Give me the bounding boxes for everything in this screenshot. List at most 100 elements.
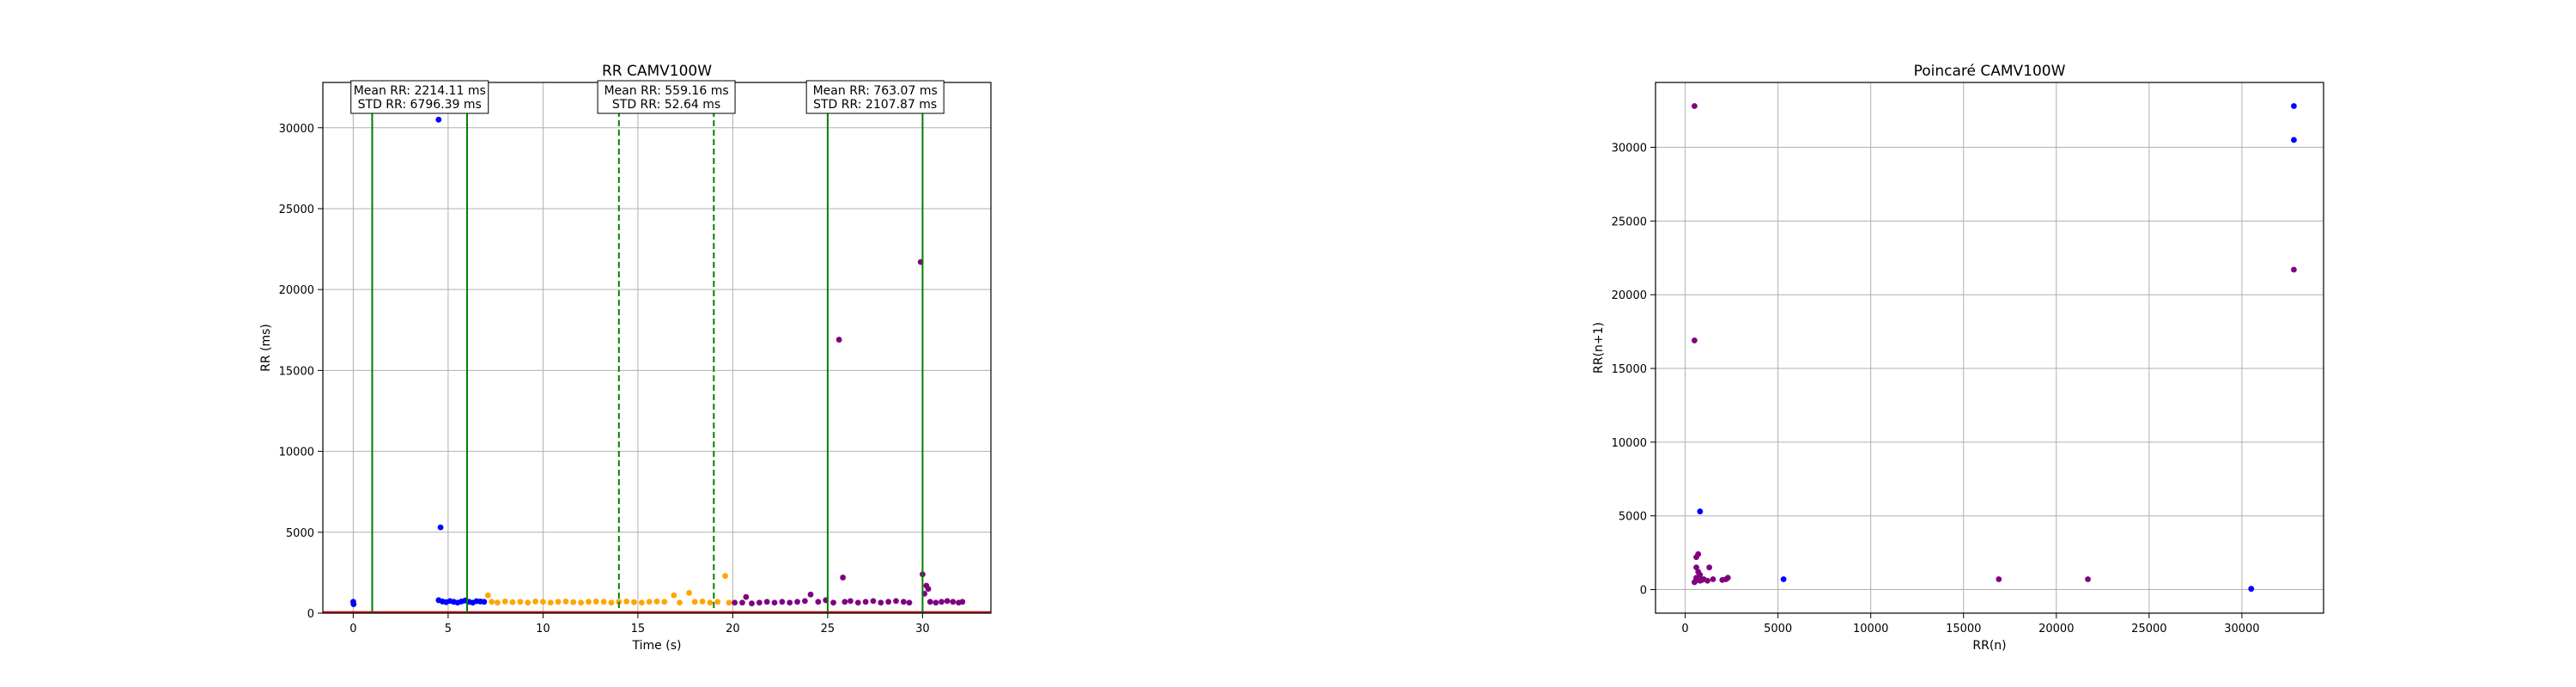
x-tick-label: 20 xyxy=(726,623,740,635)
data-point xyxy=(848,598,854,605)
data-point xyxy=(787,599,793,606)
data-point xyxy=(562,599,569,605)
data-point xyxy=(841,599,848,605)
data-point xyxy=(779,599,786,605)
annotation-mean: Mean RR: 763.07 ms xyxy=(813,84,938,98)
data-point xyxy=(2291,103,2297,109)
x-tick-label: 15 xyxy=(631,623,646,635)
data-point xyxy=(933,599,939,606)
annotation-box xyxy=(597,80,736,114)
data-point xyxy=(771,599,778,606)
y-tick-label: 0 xyxy=(1640,585,1647,598)
annotation-mean: Mean RR: 2214.11 ms xyxy=(354,84,486,98)
data-point xyxy=(350,601,357,608)
data-point xyxy=(509,599,516,605)
data-point xyxy=(623,599,630,605)
y-tick-label: 25000 xyxy=(279,204,314,216)
x-tick-label: 25000 xyxy=(2131,623,2166,635)
data-point xyxy=(592,599,599,605)
x-tick-label: 30 xyxy=(915,623,930,635)
data-point xyxy=(671,592,677,599)
data-point xyxy=(608,599,615,606)
data-point xyxy=(646,599,653,605)
annotation-std: STD RR: 52.64 ms xyxy=(612,98,720,112)
data-point xyxy=(732,599,738,606)
data-point xyxy=(722,573,728,580)
y-tick-label: 20000 xyxy=(1612,289,1647,302)
data-point xyxy=(570,599,577,605)
data-point xyxy=(638,599,645,606)
data-point xyxy=(555,599,562,605)
data-point xyxy=(1697,508,1704,514)
data-point xyxy=(749,600,755,607)
data-point xyxy=(1695,550,1702,557)
data-point xyxy=(586,599,592,605)
data-point xyxy=(631,599,637,605)
data-point xyxy=(547,599,554,606)
data-point xyxy=(1693,564,1699,571)
x-tick-label: 5000 xyxy=(1764,623,1792,635)
data-point xyxy=(854,599,861,606)
x-axis-label: RR(n) xyxy=(1972,639,2006,653)
data-point xyxy=(1722,576,1729,582)
x-tick-label: 10000 xyxy=(1853,623,1888,635)
data-point xyxy=(840,575,847,581)
data-point xyxy=(1996,576,2002,582)
data-point xyxy=(707,599,714,606)
data-point xyxy=(677,599,683,606)
data-point xyxy=(801,598,808,605)
data-point xyxy=(794,599,800,605)
x-tick-label: 30000 xyxy=(2224,623,2259,635)
data-point xyxy=(2291,266,2297,273)
data-point xyxy=(739,599,745,606)
data-point xyxy=(756,599,762,606)
data-point xyxy=(481,599,488,605)
data-point xyxy=(661,599,668,605)
data-point xyxy=(2248,586,2255,593)
data-point xyxy=(2085,576,2091,582)
chart-title: Poincaré CAMV100W xyxy=(1914,63,2066,80)
data-point xyxy=(743,593,750,600)
data-point xyxy=(2291,137,2297,143)
data-point xyxy=(950,599,957,605)
data-point xyxy=(878,599,884,606)
data-point xyxy=(893,598,899,605)
data-point xyxy=(927,599,933,605)
annotation-mean: Mean RR: 559.16 ms xyxy=(604,84,728,98)
data-point xyxy=(815,599,822,605)
data-point xyxy=(900,599,907,605)
data-point xyxy=(1691,103,1698,109)
data-point xyxy=(525,599,532,606)
y-tick-label: 10000 xyxy=(1612,437,1647,450)
data-point xyxy=(726,599,732,606)
data-point xyxy=(699,599,706,605)
data-point xyxy=(578,599,584,606)
x-tick-label: 5 xyxy=(445,623,452,635)
data-point xyxy=(616,599,623,605)
data-point xyxy=(1706,564,1713,571)
y-tick-label: 5000 xyxy=(286,527,314,540)
data-point xyxy=(1780,576,1787,582)
y-tick-label: 5000 xyxy=(1619,511,1647,524)
data-point xyxy=(906,599,913,606)
data-point xyxy=(435,116,442,123)
axes-frame xyxy=(1655,82,2324,614)
data-point xyxy=(539,599,546,605)
data-point xyxy=(830,599,836,606)
y-tick-label: 15000 xyxy=(1612,363,1647,376)
data-point xyxy=(501,599,508,605)
data-point xyxy=(714,599,721,605)
data-point xyxy=(600,599,607,605)
data-point xyxy=(870,598,877,605)
x-tick-label: 10 xyxy=(536,623,550,635)
x-tick-label: 20000 xyxy=(2038,623,2074,635)
x-tick-label: 25 xyxy=(821,623,835,635)
data-point xyxy=(653,599,660,605)
annotation-box xyxy=(350,80,489,114)
y-tick-label: 10000 xyxy=(279,447,314,459)
